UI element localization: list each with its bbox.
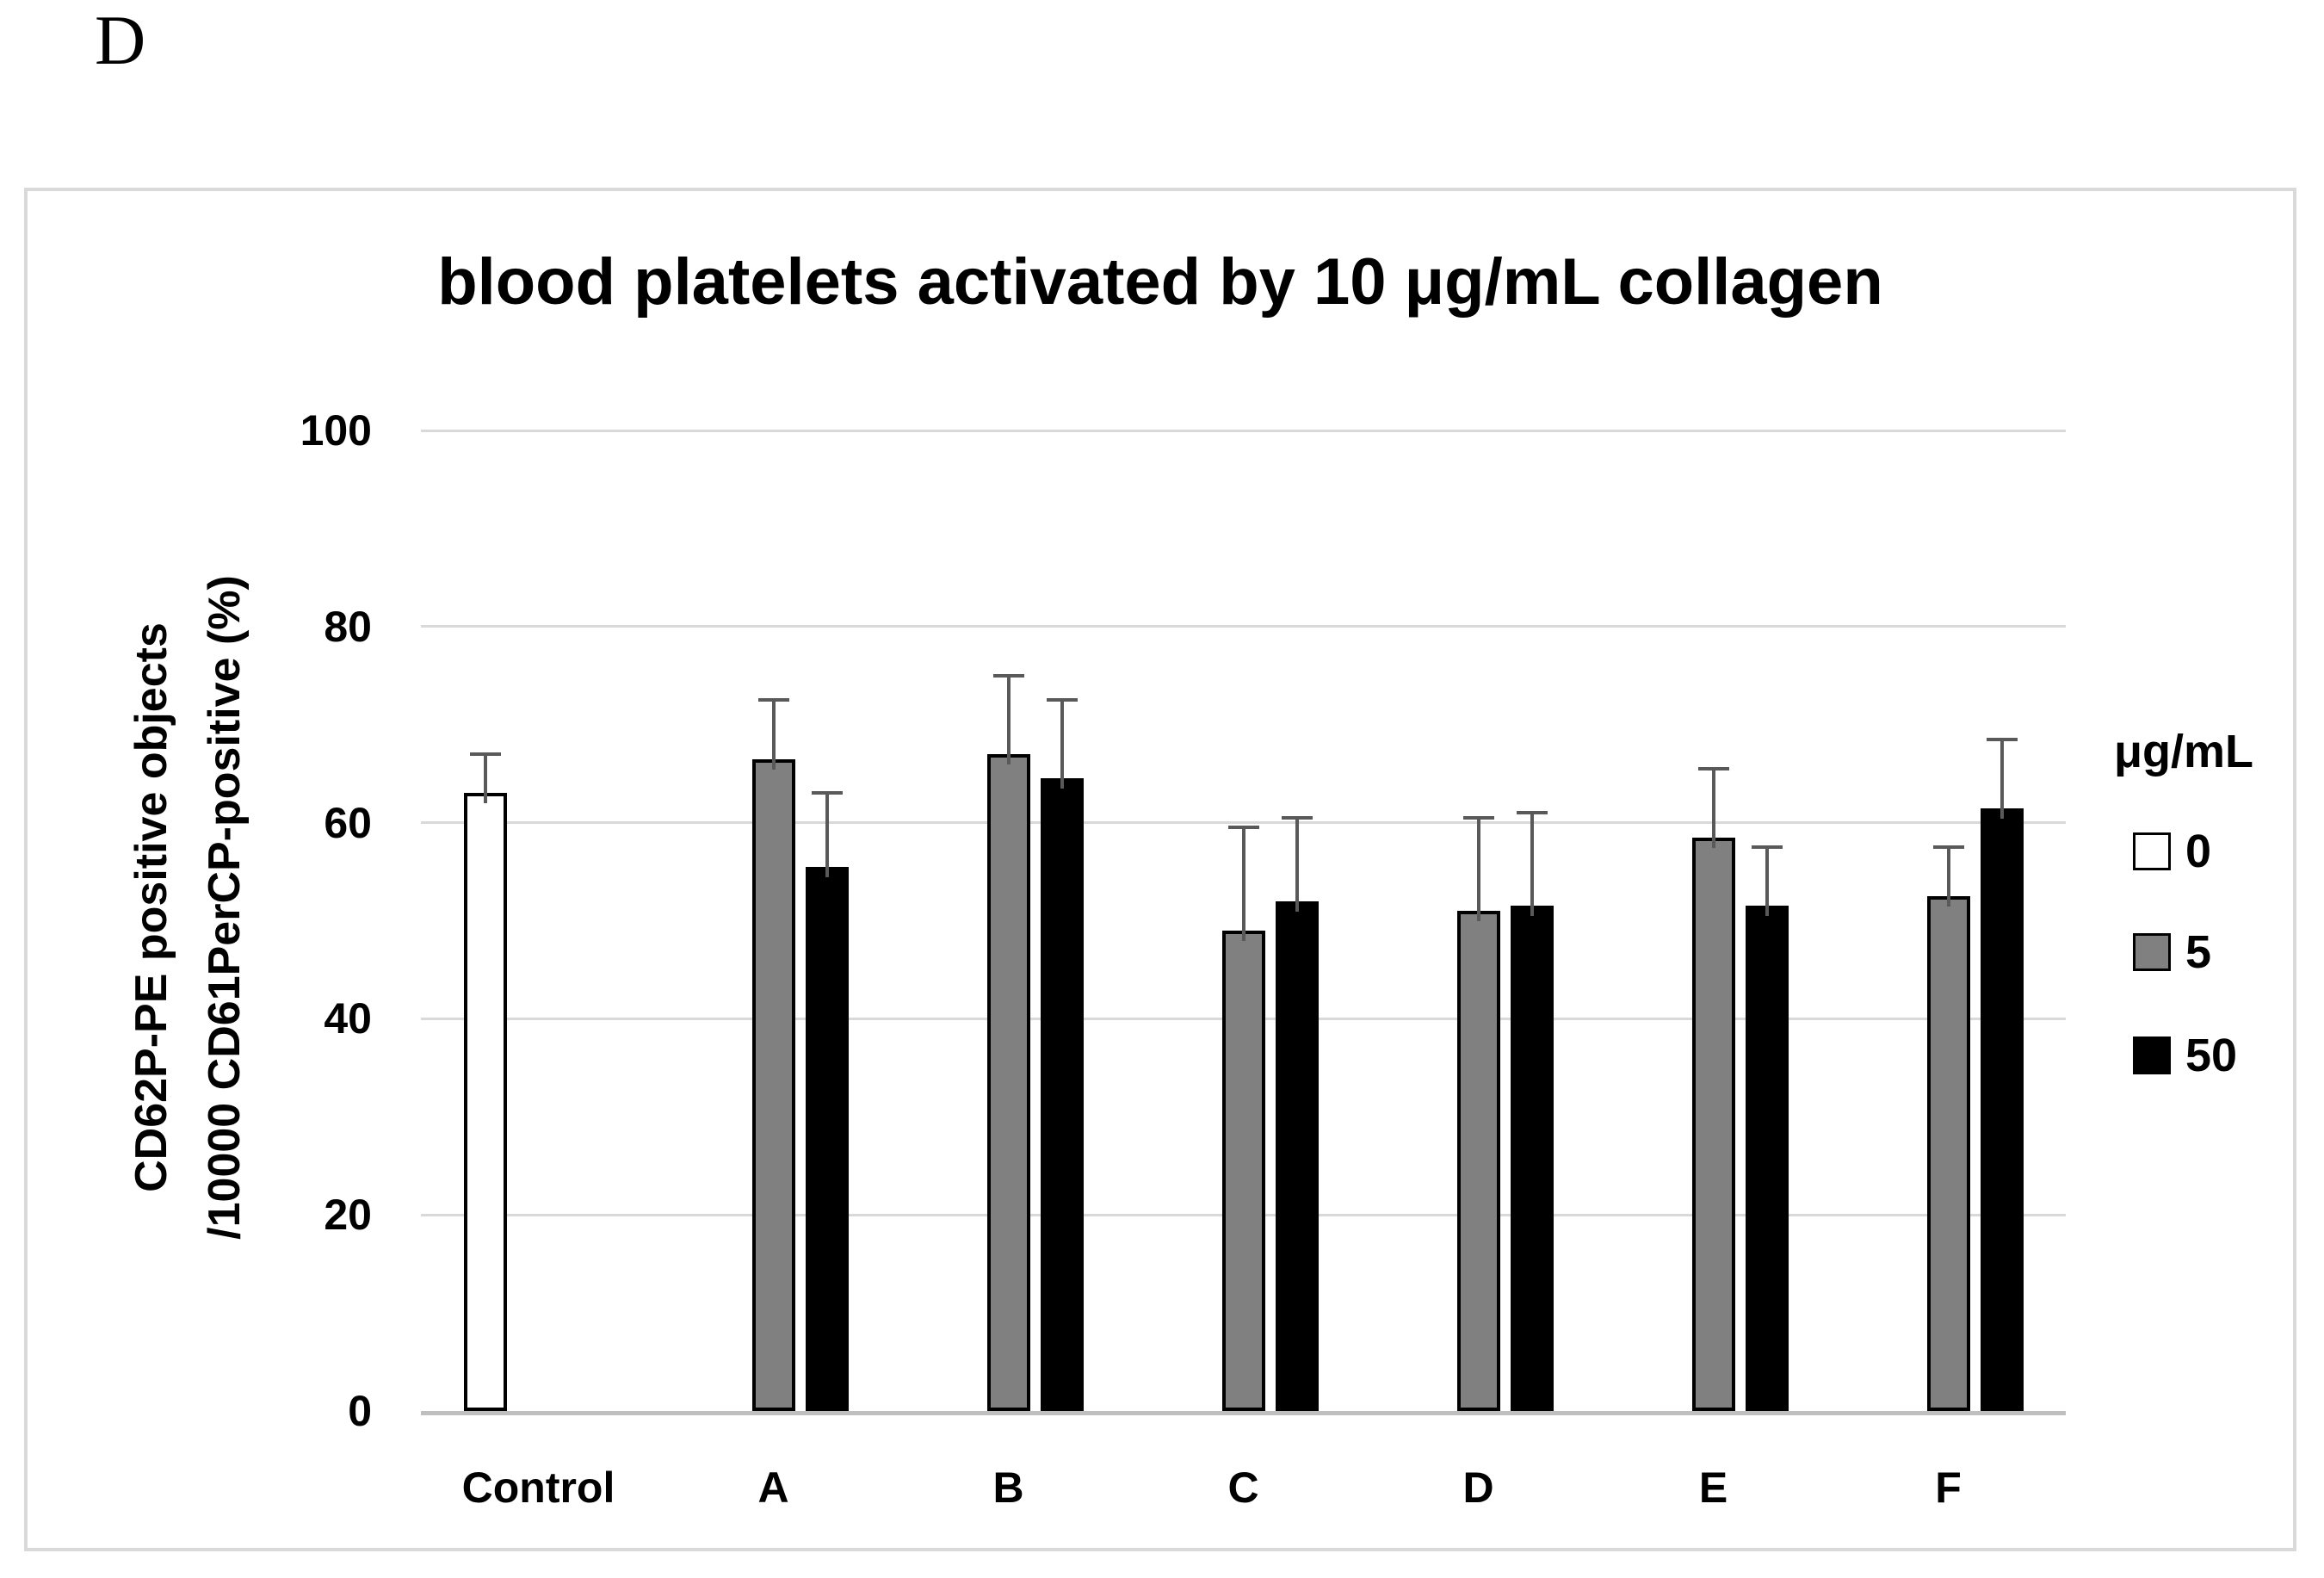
legend-item-0ug: 0 — [2133, 825, 2211, 878]
x-category-label-a: A — [757, 1464, 789, 1512]
gridline — [421, 821, 2066, 825]
bar-50ug-D — [1510, 906, 1554, 1411]
bar-0ug-Control — [463, 793, 507, 1411]
error-bar — [2000, 739, 2004, 819]
error-bar — [1060, 700, 1064, 789]
x-category-label-c: C — [1227, 1464, 1259, 1512]
y-tick-label: 20 — [324, 1191, 372, 1240]
y-tick-label: 80 — [324, 602, 372, 651]
error-bar — [1295, 817, 1299, 912]
legend-title: μg/mL — [2113, 726, 2254, 777]
bar-50ug-C — [1275, 900, 1319, 1411]
bar-5ug-F — [1926, 896, 1970, 1411]
bar-50ug-A — [805, 866, 849, 1411]
x-category-label-f: F — [1935, 1464, 1962, 1512]
error-bar-cap — [1986, 737, 2018, 741]
bar-5ug-E — [1691, 837, 1735, 1411]
legend-swatch-50ug — [2133, 1037, 2171, 1074]
error-bar-cap — [1516, 811, 1548, 815]
error-bar-cap — [811, 791, 843, 795]
error-bar-cap — [1227, 826, 1259, 830]
legend-swatch-0ug — [2133, 832, 2171, 870]
error-bar — [1530, 813, 1534, 917]
y-axis-title: CD62P-PE positive objects /10000 CD61Per… — [115, 412, 262, 1402]
legend-swatch-5ug — [2133, 933, 2171, 971]
y-axis-title-line2: /10000 CD61PerCP-positive (%) — [200, 575, 250, 1240]
error-bar — [1476, 817, 1480, 922]
y-tick-label: 0 — [348, 1387, 372, 1435]
chart-frame: blood platelets activated by 10 μg/mL co… — [24, 188, 2296, 1551]
error-bar-cap — [469, 752, 501, 756]
y-axis-title-line1: CD62P-PE positive objects — [127, 622, 176, 1192]
x-category-label-b: B — [992, 1464, 1024, 1512]
gridline — [421, 429, 2066, 432]
legend-item-label: 0 — [2185, 826, 2212, 877]
error-bar — [1946, 847, 1950, 907]
error-bar — [1765, 847, 1769, 917]
bar-50ug-B — [1040, 778, 1084, 1411]
error-bar — [771, 700, 776, 770]
y-tick-label: 40 — [324, 994, 372, 1043]
x-category-label-d: D — [1462, 1464, 1494, 1512]
error-bar-cap — [992, 673, 1024, 678]
x-axis-line — [421, 1411, 2066, 1415]
error-bar — [1241, 827, 1245, 941]
bar-50ug-F — [1980, 808, 2024, 1411]
error-bar — [825, 793, 829, 877]
error-bar — [1711, 768, 1715, 848]
error-bar-cap — [1462, 815, 1494, 820]
error-bar-cap — [1697, 766, 1729, 770]
legend-item-5ug: 5 — [2133, 925, 2211, 979]
x-category-label-control: Control — [461, 1464, 615, 1512]
y-tick-label: 100 — [300, 406, 372, 455]
error-bar-cap — [1932, 845, 1964, 850]
error-bar — [1006, 675, 1011, 764]
bar-5ug-C — [1221, 930, 1265, 1411]
bar-50ug-E — [1745, 906, 1789, 1411]
x-category-label-e: E — [1698, 1464, 1728, 1512]
plot-area — [421, 429, 2066, 1415]
gridline — [421, 625, 2066, 628]
y-tick-label: 60 — [324, 798, 372, 847]
bar-5ug-B — [986, 753, 1030, 1411]
error-bar-cap — [1281, 815, 1313, 820]
error-bar — [483, 753, 487, 804]
chart-title: blood platelets activated by 10 μg/mL co… — [437, 245, 1883, 319]
error-bar-cap — [757, 698, 789, 702]
legend-item-label: 50 — [2185, 1030, 2238, 1081]
legend-item-label: 5 — [2185, 926, 2212, 978]
legend-item-50ug: 50 — [2133, 1029, 2237, 1082]
error-bar-cap — [1046, 698, 1078, 702]
bar-5ug-D — [1456, 911, 1500, 1411]
bar-5ug-A — [751, 758, 795, 1411]
panel-letter-label: D — [95, 1, 146, 79]
error-bar-cap — [1751, 845, 1783, 850]
